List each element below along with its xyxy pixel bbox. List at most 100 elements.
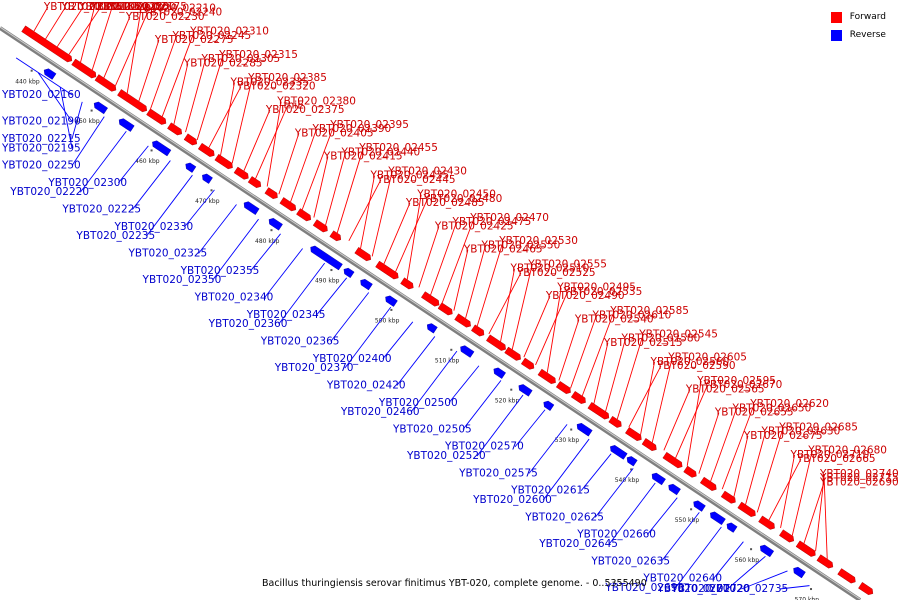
forward-gene-label-8: YBT020_02210 [136,2,216,14]
forward-gene-label-34: YBT020_02475 [452,216,532,228]
forward-leader-39 [488,272,522,335]
forward-leader-9 [138,39,160,102]
reverse-gene-24 [726,522,738,533]
forward-leader-11 [161,31,195,117]
forward-leader-61 [745,431,766,505]
forward-gene-label-59: YBT020_02620 [749,398,829,410]
reverse-gene-16 [543,400,555,411]
legend-forward-label: Forward [849,12,886,22]
reverse-gene-4 [185,162,197,173]
forward-gene-40 [795,540,816,557]
reverse-gene-label-33: YBT020_02640 [642,573,722,585]
reverse-gene-7 [268,217,283,231]
forward-gene-17 [375,260,399,280]
forward-leader-65 [791,450,813,536]
reverse-gene-15 [518,384,533,397]
reverse-leader-8 [146,174,193,237]
forward-gene-label-38: YBT020_02530 [498,235,578,247]
kbp-tick-label-9: 530 kbp [555,437,580,444]
legend: Forward Reverse [830,8,886,44]
forward-gene-41 [816,554,834,569]
forward-leader-23 [301,124,335,210]
reverse-gene-label-11: YBT020_02350 [142,274,222,286]
reverse-gene-label-14: YBT020_02360 [208,318,288,330]
forward-gene-label-66: YBT020_02690 [819,476,899,488]
forward-gene-0 [21,25,73,63]
forward-gene-20 [437,302,453,316]
forward-gene-label-45: YBT020_02540 [574,314,654,326]
reverse-gene-label-3: YBT020_02215 [1,133,81,145]
reverse-leader-35 [741,570,788,590]
reverse-gene-6 [243,201,260,215]
kbp-tick-label-5: 490 kbp [315,278,340,285]
forward-leader-47 [581,310,615,397]
reverse-gene-26 [793,566,806,579]
reverse-gene-label-23: YBT020_02520 [406,450,486,462]
reverse-gene-13 [460,345,475,358]
forward-leader-51 [628,365,662,428]
forward-swatch [830,11,842,23]
forward-leader-64 [780,454,796,529]
forward-leader-15 [208,86,242,148]
kbp-tick-mark-11 [690,508,693,511]
forward-leader-40 [500,268,515,342]
reverse-gene-label-8: YBT020_02235 [75,230,155,242]
reverse-leader-18 [382,321,414,360]
reverse-gene-label-16: YBT020_02365 [260,335,340,347]
forward-gene-29 [587,402,610,420]
reverse-gene-label-22: YBT020_02505 [392,423,472,435]
reverse-gene-0 [43,68,57,80]
forward-gene-label-10: YBT020_02245 [172,30,252,42]
kbp-tick-mark-5 [330,269,333,272]
kbp-tick-mark-1 [90,109,93,112]
kbp-tick-mark-13 [810,588,813,591]
reverse-leader-0 [15,57,73,96]
forward-gene-9 [233,166,249,180]
forward-leader-17 [231,78,253,164]
kbp-tick-label-6: 500 kbp [375,318,400,325]
forward-gene-label-9: YBT020_02275 [154,34,234,46]
reverse-leader-9 [184,189,215,228]
reverse-leader-36 [779,585,810,590]
reverse-gene-label-10: YBT020_02325 [128,248,208,260]
kbp-tick-mark-7 [450,348,453,351]
forward-gene-23 [486,334,506,351]
forward-gene-label-36: YBT020_02465 [463,244,543,256]
forward-gene-label-29: YBT020_02430 [387,165,467,177]
forward-gene-label-39: YBT020_02525 [516,267,596,279]
forward-gene-label-64: YBT020_02710 [790,449,870,461]
reverse-gene-20 [651,472,666,486]
forward-leader-52 [640,361,655,435]
forward-gene-37 [737,501,756,517]
reverse-gene-11 [385,295,398,307]
reverse-gene-label-21: YBT020_02500 [378,397,458,409]
forward-gene-label-19: thiE [284,100,304,112]
forward-leader-24 [313,156,329,218]
reverse-leader-32 [674,526,722,589]
reverse-gene-label-34: YBT020_02700 [656,583,736,595]
forward-gene-label-13: YBT020_02305 [201,53,281,65]
forward-gene-label-24: YBT020_02415 [323,151,403,163]
forward-gene-11 [264,187,278,200]
reverse-gene-14 [493,367,506,379]
forward-gene-36 [720,490,736,504]
forward-gene-label-55: YBT020_02670 [703,379,783,391]
reverse-leader-34 [727,555,766,590]
forward-gene-label-50: YBT020_02545 [638,328,718,340]
forward-leader-21 [278,133,300,195]
forward-leader-34 [430,221,457,296]
kbp-tick-mark-0 [30,69,33,72]
reverse-gene-label-17: YBT020_02370 [274,362,354,374]
forward-gene-label-4: YBT020_02255 [90,1,170,13]
forward-gene-10 [247,176,262,189]
forward-gene-5 [167,122,183,136]
reverse-gene-label-35: YBT020_02720 [670,583,750,595]
reverse-leader-2 [59,87,73,149]
kbp-tick-label-1: 450 kbp [75,118,100,125]
forward-gene-label-22: YBT020_02390 [312,123,392,135]
forward-leader-18 [243,109,271,172]
forward-leader-42 [523,296,551,358]
label-leader-lines [15,6,828,590]
reverse-gene-label-24: YBT020_02570 [444,441,524,453]
forward-gene-13 [296,208,312,222]
